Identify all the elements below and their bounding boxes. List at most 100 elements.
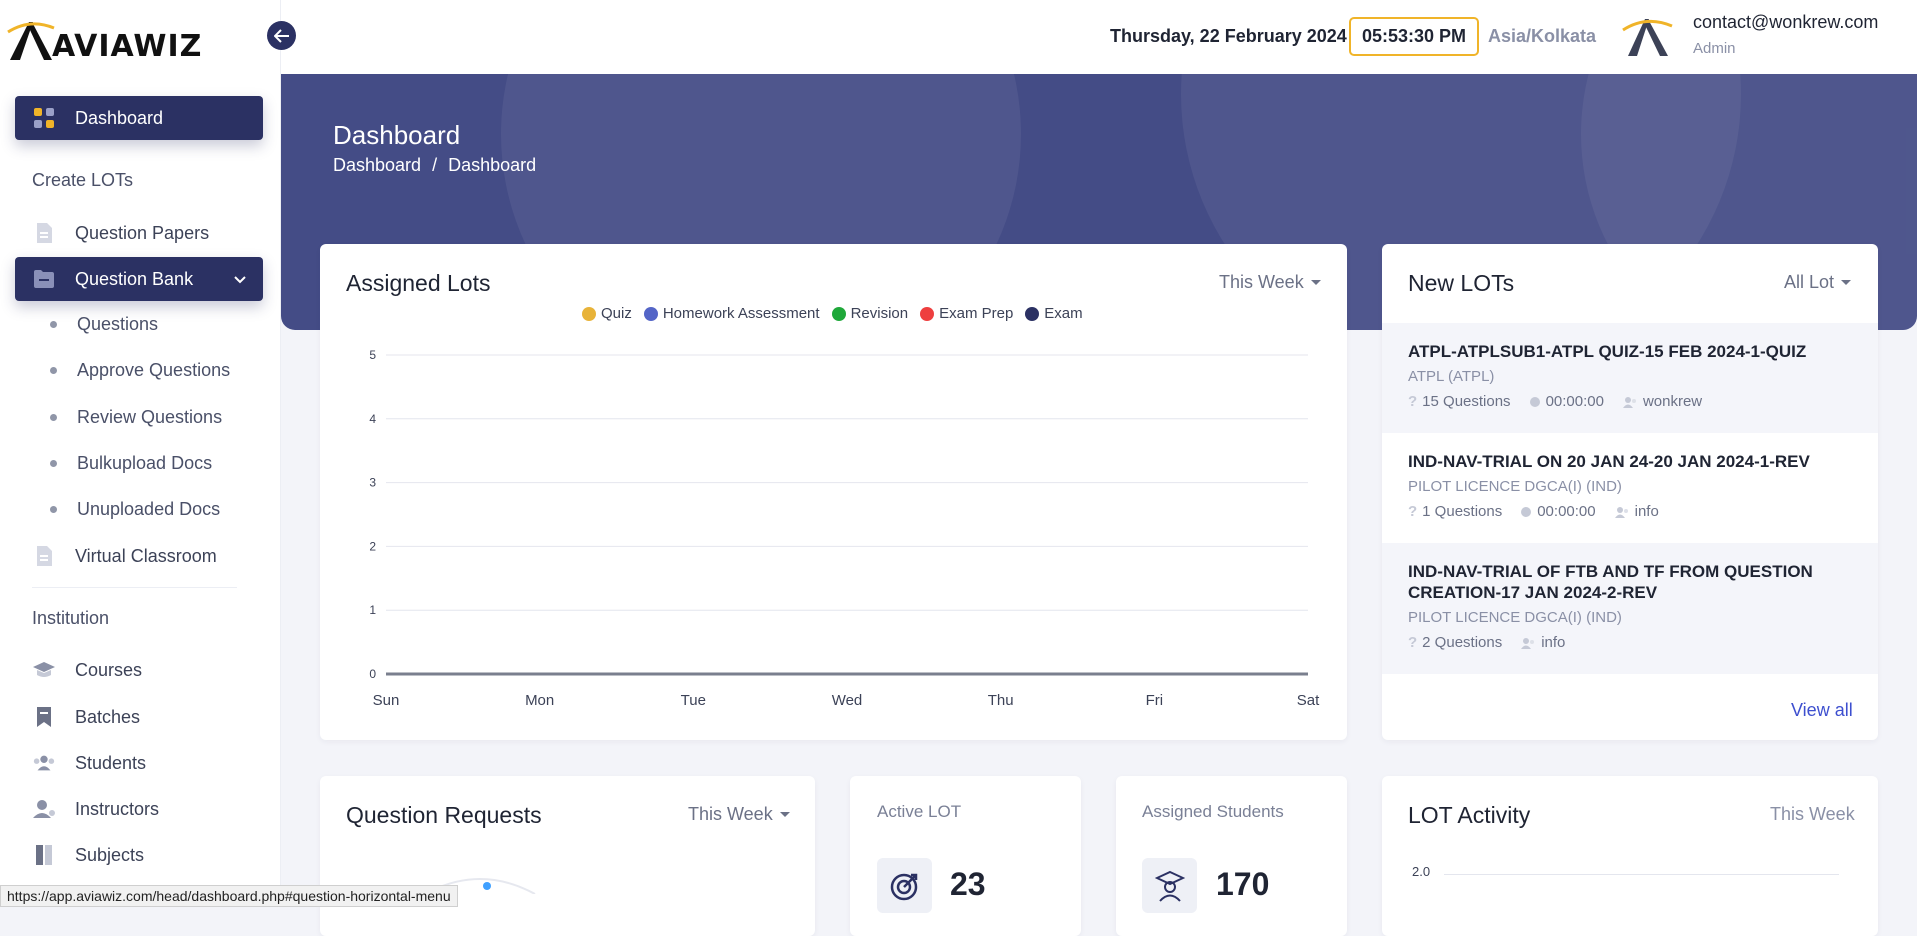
assigned-lots-chart: 0 1 2 3 4 5 Sun Mon Tue Wed Thu Fri Sat (369, 348, 1320, 709)
sidebar-item-label: Instructors (75, 798, 160, 819)
assigned-students-label: Assigned Students (1142, 802, 1284, 821)
lot-item[interactable]: IND-NAV-TRIAL OF FTB AND TF FROM QUESTIO… (1382, 543, 1878, 674)
browser-status-url: https://app.aviawiz.com/head/dashboard.p… (0, 885, 458, 907)
legend-item-homework[interactable]: Homework Assessment (643, 305, 820, 322)
document-icon (32, 221, 56, 245)
x-tick-label: Tue (681, 692, 706, 709)
bookmark-icon (32, 705, 56, 729)
legend-label: Exam Prep (939, 305, 1014, 322)
sidebar-item-virtual-classroom[interactable]: Virtual Classroom (15, 534, 263, 578)
lot-activity-card (1382, 776, 1878, 936)
view-all-link[interactable]: View all (1791, 700, 1853, 720)
lot-title[interactable]: ATPL-ATPLSUB1-ATPL QUIZ-15 FEB 2024-1-QU… (1408, 342, 1807, 361)
new-lots-title: New LOTs (1408, 270, 1515, 296)
sidebar-item-label: Courses (75, 659, 143, 680)
active-lot-label: Active LOT (877, 802, 962, 821)
caret-down-icon (1841, 280, 1852, 285)
lot-user: info (1614, 503, 1659, 520)
clock-icon (1529, 396, 1540, 407)
clock-icon (1521, 506, 1532, 517)
collapse-sidebar-button[interactable] (267, 21, 296, 50)
bullet-icon (50, 506, 57, 513)
current-date: Thursday, 22 February 2024 (1110, 26, 1347, 46)
sidebar-item-question-papers[interactable]: Question Papers (15, 211, 263, 255)
user-role: Admin (1693, 40, 1736, 57)
sidebar-subitem-label: Review Questions (77, 407, 223, 427)
lot-duration: 00:00:00 (1520, 503, 1596, 520)
lot-questions: ? 1 Questions (1408, 503, 1502, 520)
brand-logo[interactable]: AVIAWIZ (6, 18, 202, 62)
lot-item[interactable]: ATPL-ATPLSUB1-ATPL QUIZ-15 FEB 2024-1-QU… (1382, 323, 1878, 433)
chevron-down-icon[interactable] (233, 269, 247, 290)
question-requests-title: Question Requests (346, 802, 542, 828)
legend-label: Revision (850, 305, 909, 322)
legend-item-exam[interactable]: Exam (1025, 305, 1083, 322)
lot-activity-ytick: 2.0 (1412, 864, 1431, 879)
sidebar-subitem-review-questions[interactable]: Review Questions (50, 407, 222, 428)
assigned-students-icon-box (1142, 858, 1197, 913)
sidebar-item-subjects[interactable]: Subjects (15, 833, 263, 877)
filter-label: This Week (688, 804, 773, 824)
chart-legend: Quiz Homework Assessment Revision Exam P… (582, 305, 1083, 322)
sidebar-subitem-label: Bulkupload Docs (77, 453, 213, 473)
bullet-icon (50, 460, 57, 467)
lot-user: wonkrew (1622, 393, 1702, 410)
users-icon (32, 751, 56, 775)
caret-down-icon (779, 812, 790, 817)
sidebar-item-dashboard[interactable]: Dashboard (15, 96, 263, 140)
users-icon (1521, 637, 1535, 649)
lot-title[interactable]: IND-NAV-TRIAL OF FTB AND TF FROM QUESTIO… (1408, 562, 1813, 602)
sidebar-item-instructors[interactable]: Instructors (15, 787, 263, 831)
breadcrumb-separator: / (432, 155, 438, 175)
assigned-lots-filter[interactable]: This Week (1219, 272, 1321, 293)
legend-item-revision[interactable]: Revision (831, 305, 909, 322)
lot-item[interactable]: IND-NAV-TRIAL ON 20 JAN 24-20 JAN 2024-1… (1382, 433, 1878, 543)
lot-activity-gridline (1444, 874, 1839, 875)
question-requests-filter[interactable]: This Week (688, 804, 790, 825)
breadcrumb-current: Dashboard (448, 155, 537, 175)
sidebar-item-label: Dashboard (75, 107, 164, 128)
y-tick-label: 5 (369, 348, 376, 362)
arrow-left-icon (273, 28, 289, 43)
filter-label: All Lot (1784, 272, 1835, 292)
x-tick-label: Sat (1297, 692, 1320, 709)
sidebar-subitem-bulkupload-docs[interactable]: Bulkupload Docs (50, 453, 212, 474)
sidebar-item-label: Subjects (75, 844, 145, 865)
caret-down-icon (1310, 280, 1321, 285)
x-tick-label: Fri (1146, 692, 1164, 709)
legend-label: Homework Assessment (662, 305, 820, 322)
legend-swatch (831, 306, 846, 321)
lot-activity-filter[interactable]: This Week (1770, 804, 1855, 824)
section-create-lots: Create LOTs (32, 170, 134, 190)
legend-item-quiz[interactable]: Quiz (582, 305, 632, 322)
student-icon (1154, 870, 1185, 902)
target-icon (890, 873, 917, 900)
sidebar-item-question-bank[interactable]: Question Bank (15, 257, 263, 301)
question-requests-card (320, 776, 815, 936)
legend-item-exam-prep[interactable]: Exam Prep (920, 305, 1013, 322)
book-icon (32, 843, 56, 867)
bullet-icon (50, 414, 57, 421)
legend-label: Exam (1044, 305, 1083, 322)
breadcrumb-root[interactable]: Dashboard (333, 155, 422, 175)
timezone: Asia/Kolkata (1488, 26, 1597, 46)
sidebar-item-batches[interactable]: Batches (15, 695, 263, 739)
lot-meta: ? 15 Questions 00:00:00 wonkrew (1408, 393, 1878, 410)
sidebar-subitem-questions[interactable]: Questions (50, 314, 158, 335)
sidebar-item-students[interactable]: Students (15, 741, 263, 785)
new-lots-filter[interactable]: All Lot (1784, 272, 1852, 293)
lot-meta: ? 1 Questions 00:00:00 info (1408, 503, 1878, 520)
sidebar-subitem-approve-questions[interactable]: Approve Questions (50, 360, 230, 381)
legend-swatch (920, 306, 935, 321)
avatar[interactable] (1620, 16, 1674, 58)
aviawiz-logo-icon (7, 22, 55, 60)
lot-questions-label: 2 Questions (1422, 634, 1503, 651)
sidebar-item-courses[interactable]: Courses (15, 648, 263, 692)
sidebar-subitem-unuploaded-docs[interactable]: Unuploaded Docs (50, 499, 220, 520)
user-email[interactable]: contact@wonkrew.com (1693, 12, 1879, 32)
lot-title[interactable]: IND-NAV-TRIAL ON 20 JAN 24-20 JAN 2024-1… (1408, 452, 1810, 471)
lot-user-label: info (1541, 634, 1566, 651)
lot-questions-label: 1 Questions (1422, 503, 1503, 520)
brand-name: AVIAWIZ (52, 29, 203, 64)
lot-questions-label: 15 Questions (1422, 393, 1511, 410)
